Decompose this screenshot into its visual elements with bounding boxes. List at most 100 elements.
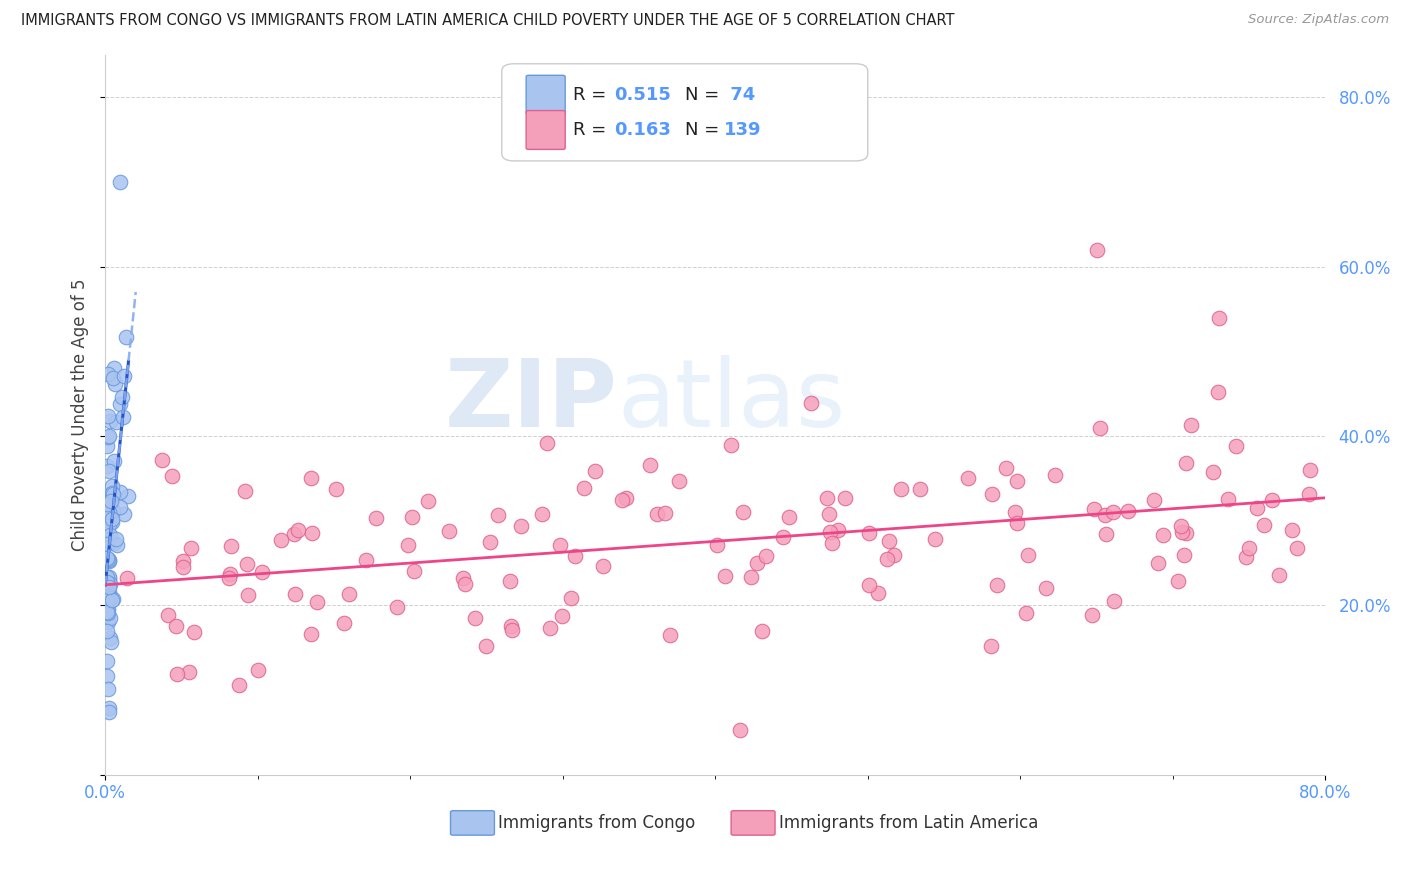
Point [305, 595, 328, 609]
Text: R =: R = [572, 86, 612, 103]
Point [105, 416, 128, 430]
Point [284, 587, 307, 601]
Y-axis label: Child Poverty Under the Age of 5: Child Poverty Under the Age of 5 [72, 278, 89, 551]
Point [706, 538, 728, 552]
Point [96, 605, 118, 619]
Point [333, 615, 356, 630]
Point [270, 533, 292, 547]
Point [103, 454, 125, 468]
FancyBboxPatch shape [731, 811, 775, 835]
Point [97, 701, 120, 715]
Point [183, 625, 205, 640]
Point [858, 577, 880, 591]
Point [233, 483, 256, 498]
Point [1208, 310, 1230, 325]
Point [283, 526, 305, 541]
Point [1234, 549, 1257, 564]
Point [100, 634, 122, 648]
Point [172, 554, 194, 568]
Point [583, 464, 606, 478]
Point [96, 587, 118, 601]
Point [1094, 526, 1116, 541]
Point [572, 481, 595, 495]
Text: ZIP: ZIP [444, 354, 617, 447]
Point [96, 537, 118, 551]
Point [1085, 243, 1108, 257]
Point [96, 668, 118, 682]
Point [981, 487, 1004, 501]
Point [416, 494, 439, 508]
Point [402, 564, 425, 578]
Point [1104, 593, 1126, 607]
Point [1171, 525, 1194, 540]
Point [745, 556, 768, 570]
Point [550, 608, 572, 623]
Point [101, 591, 124, 606]
Point [1281, 524, 1303, 538]
FancyBboxPatch shape [502, 63, 868, 161]
Point [1174, 525, 1197, 540]
Text: 74: 74 [724, 86, 755, 103]
Text: R =: R = [572, 121, 612, 139]
Point [564, 549, 586, 563]
Point [108, 397, 131, 411]
Point [110, 390, 132, 404]
Point [98, 492, 121, 507]
Point [1167, 574, 1189, 588]
Text: Immigrants from Latin America: Immigrants from Latin America [779, 814, 1038, 832]
Point [1253, 518, 1275, 533]
Point [866, 585, 889, 599]
Point [96, 551, 118, 566]
Point [101, 479, 124, 493]
Point [1285, 541, 1308, 556]
Point [714, 569, 737, 583]
Point [654, 506, 676, 520]
Point [668, 474, 690, 488]
Point [659, 628, 682, 642]
Point [1174, 456, 1197, 470]
Point [751, 624, 773, 638]
Point [105, 532, 128, 546]
Point [325, 482, 347, 496]
Point [98, 528, 121, 542]
Point [478, 534, 501, 549]
Point [115, 571, 138, 585]
Point [96, 570, 118, 584]
Point [1216, 491, 1239, 506]
Point [1081, 608, 1104, 623]
Point [96, 533, 118, 548]
Point [733, 505, 755, 519]
Point [610, 493, 633, 508]
Point [160, 469, 183, 483]
Point [236, 588, 259, 602]
Point [800, 396, 823, 410]
FancyBboxPatch shape [526, 75, 565, 114]
Point [96, 536, 118, 550]
Point [156, 607, 179, 622]
Point [98, 705, 121, 719]
Point [924, 532, 946, 546]
Point [818, 508, 841, 522]
Point [97, 517, 120, 532]
Point [995, 460, 1018, 475]
Point [980, 639, 1002, 653]
Point [96, 593, 118, 607]
Point [105, 538, 128, 552]
Point [728, 723, 751, 738]
Point [1202, 466, 1225, 480]
Point [97, 429, 120, 443]
Point [101, 592, 124, 607]
Point [98, 553, 121, 567]
Point [97, 606, 120, 620]
Point [98, 570, 121, 584]
Point [97, 409, 120, 423]
Point [1088, 421, 1111, 435]
Point [834, 491, 856, 505]
Point [98, 414, 121, 428]
Point [103, 360, 125, 375]
Point [110, 175, 132, 189]
Point [165, 619, 187, 633]
Point [101, 515, 124, 529]
Point [486, 508, 509, 522]
Point [956, 471, 979, 485]
